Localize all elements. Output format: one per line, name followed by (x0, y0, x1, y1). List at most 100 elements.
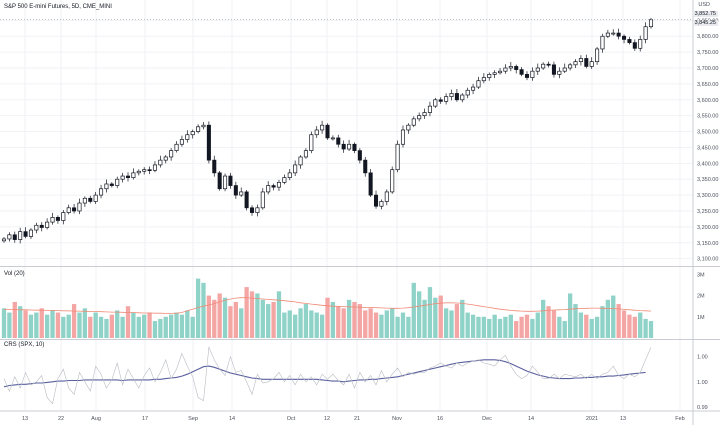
candle-body-up (152, 164, 157, 171)
candle-body-up (379, 201, 384, 207)
volume-bar (319, 314, 325, 338)
volume-bar (212, 299, 217, 338)
candle-body-up (411, 118, 416, 126)
candle-body-up (417, 115, 422, 120)
candle (12, 231, 17, 243)
time-tick-label: 16 (437, 416, 443, 422)
candle (357, 148, 362, 164)
last-price-tag: 3,852.75 (692, 11, 718, 17)
volume-bar (524, 314, 530, 338)
volume-bar (266, 304, 271, 338)
volume-bar (34, 312, 39, 338)
candle (201, 122, 206, 130)
candle-body-down (249, 207, 255, 213)
candle (541, 62, 546, 70)
price-tick-label: 3,450.00 (697, 145, 718, 151)
candle (55, 215, 60, 224)
candle-body-up (99, 188, 104, 196)
volume-bar (438, 295, 443, 338)
candle-body-up (18, 231, 23, 240)
volume-bar (578, 312, 584, 338)
volume-bar (481, 316, 487, 338)
candle-body-down (546, 63, 551, 66)
volume-bar (557, 316, 562, 338)
candle-body-up (384, 191, 389, 202)
volume-bar (330, 301, 336, 338)
volume-bar (303, 304, 309, 338)
candle (535, 63, 540, 76)
candle (638, 35, 643, 52)
volume-bar (427, 287, 433, 338)
price-pane[interactable] (0, 17, 693, 244)
candle-body-up (487, 74, 492, 78)
time-tick-label: 22 (58, 416, 64, 422)
candle (568, 62, 573, 71)
volume-bar (201, 282, 206, 338)
candle-body-down (622, 35, 627, 40)
candle (7, 232, 12, 242)
candle-body-up (201, 124, 206, 128)
candle (50, 212, 55, 225)
candle (438, 97, 443, 104)
candle-body-up (578, 58, 583, 63)
candle (179, 135, 184, 147)
candle (471, 83, 476, 95)
candle (115, 176, 120, 189)
candle-body-up (498, 70, 503, 74)
candle-body-down (147, 169, 152, 172)
candle (589, 57, 594, 69)
candle (152, 161, 157, 173)
volume-bar (411, 282, 416, 338)
volume-bar (390, 308, 395, 338)
candle-body-down (374, 194, 379, 207)
volume-bar (23, 310, 28, 338)
volume-bar (648, 321, 654, 338)
time-tick-label: 2021 (586, 416, 598, 422)
price-tick-label: 3,500.00 (697, 130, 718, 136)
candle (271, 183, 276, 191)
volume-bar (465, 312, 470, 338)
candle (88, 195, 93, 204)
candle-body-up (422, 112, 427, 117)
candle (125, 172, 131, 182)
volume-bar (567, 293, 573, 338)
candle-body-up (7, 234, 12, 240)
candle-body-up (508, 66, 513, 69)
grid-lines (0, 0, 693, 410)
volume-bar (18, 306, 23, 338)
candle-body-up (400, 129, 406, 145)
volume-bar (460, 299, 465, 338)
volume-bar (61, 316, 66, 338)
candle (498, 68, 503, 75)
candle (454, 88, 459, 102)
candle-body-up (136, 170, 141, 174)
candle (109, 182, 114, 188)
candle (600, 33, 605, 53)
volume-bar (433, 297, 438, 338)
volume-pane[interactable] (1, 278, 654, 338)
candle (185, 130, 190, 143)
crs-tick-label: 1.00 (697, 355, 708, 361)
volume-bar (163, 316, 168, 338)
candle-body-up (444, 96, 449, 102)
candle-body-down (271, 185, 276, 188)
time-tick-label: 13 (620, 416, 626, 422)
candle-body-up (1, 238, 7, 242)
price-tick-label: 3,250.00 (697, 209, 718, 215)
volume-bar (638, 312, 643, 338)
crs-pane[interactable] (3, 346, 652, 405)
candle-body-up (28, 229, 33, 237)
candle-body-up (260, 191, 265, 209)
candle-body-up (282, 177, 287, 183)
time-tick-label: Nov (392, 416, 402, 422)
candle (325, 123, 330, 140)
volume-bar (195, 278, 201, 338)
candle (363, 156, 368, 177)
candle-body-down (341, 143, 346, 150)
candle-body-up (643, 26, 648, 40)
candle-body-up (239, 191, 244, 196)
secondary-price-tag: 3,845.25 (692, 20, 718, 26)
candle-body-up (460, 94, 465, 101)
candle-body-up (190, 131, 195, 136)
